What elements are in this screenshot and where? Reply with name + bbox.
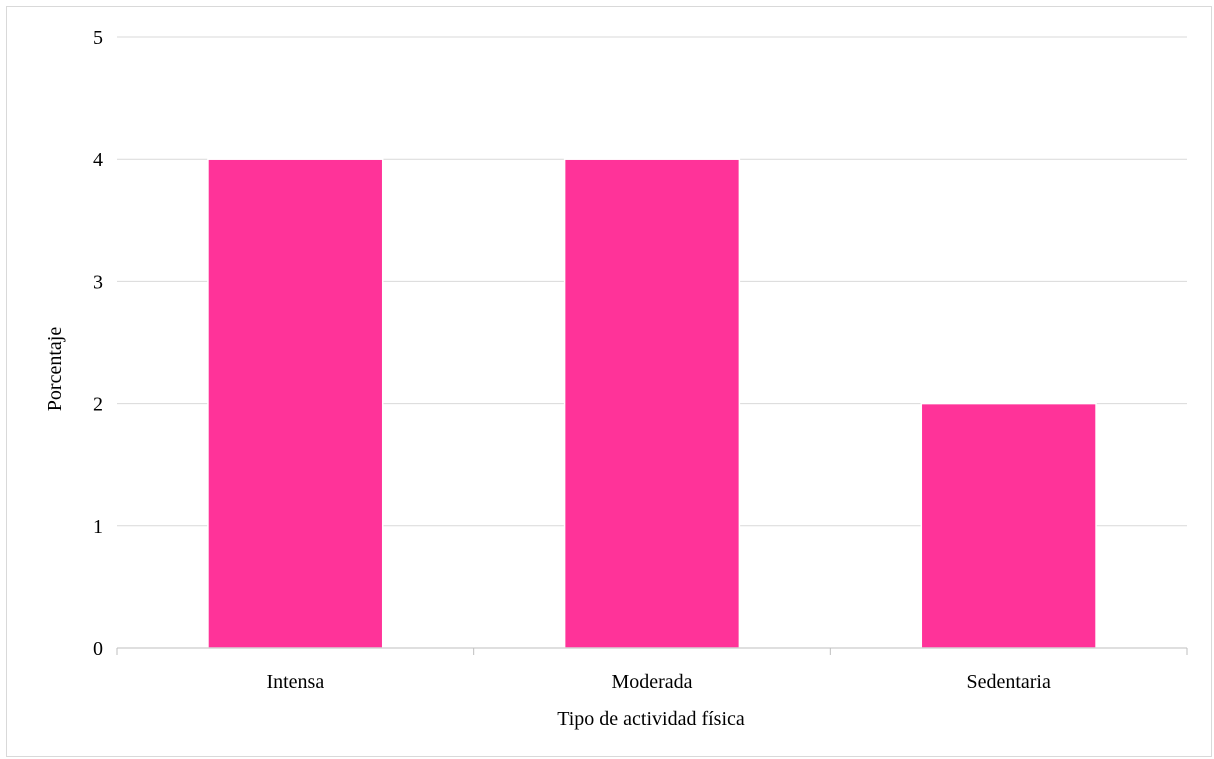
x-axis-ticks: Intensa Moderada Sedentaria [266,671,1051,693]
y-tick-label: 0 [93,638,103,660]
bar [920,402,1097,649]
y-tick-label: 4 [93,149,103,171]
x-tick-label: Moderada [611,671,692,693]
y-tick-label: 1 [93,516,103,538]
bars [207,158,1097,649]
bar [207,158,384,649]
x-axis-title: Tipo de actividad física [557,708,745,730]
bar [563,158,741,649]
y-axis-ticks: 0 1 2 3 4 5 [93,27,103,660]
y-tick-label: 3 [93,271,103,293]
x-tick-label: Sedentaria [966,671,1051,693]
y-axis-title: Porcentaje [44,327,66,412]
x-tick-label: Intensa [266,671,324,693]
x-axis [116,647,1188,655]
y-tick-label: 2 [93,394,103,416]
y-tick-label: 5 [93,27,103,49]
